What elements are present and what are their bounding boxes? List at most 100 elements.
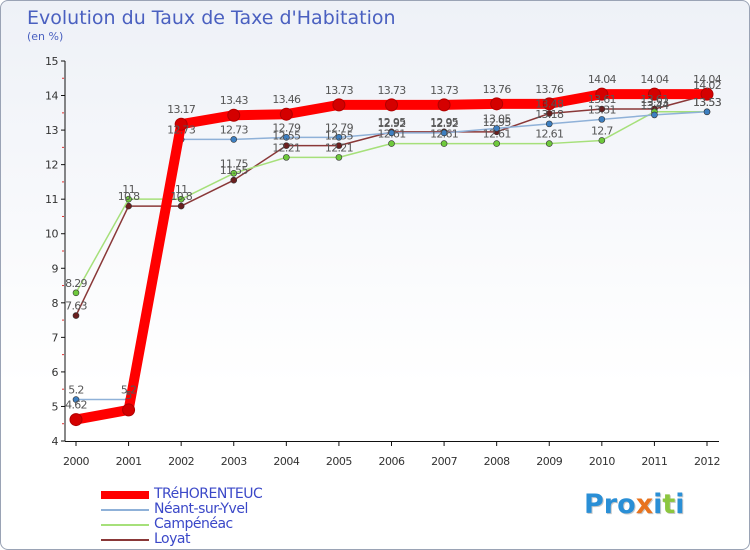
data-label-tr-horenteuc: 13.76 xyxy=(483,83,512,96)
data-point-tr-horenteuc xyxy=(542,97,556,111)
data-label-n-ant-sur-yvel: 13.05 xyxy=(483,112,512,125)
data-point-loyat xyxy=(125,202,132,210)
data-point-tr-horenteuc xyxy=(122,403,136,417)
proxiti-logo: Proxiti xyxy=(584,489,685,520)
data-point-camp-n-ac xyxy=(388,140,395,147)
y-tick-label: 10 xyxy=(45,228,58,241)
chart-title: Evolution du Taux de Taxe d'Habitation xyxy=(27,7,396,29)
data-point-loyat xyxy=(545,110,553,117)
data-point-camp-n-ac xyxy=(283,154,290,161)
legend-swatch-neant-sur-yvel xyxy=(101,508,149,511)
data-point-loyat xyxy=(335,142,343,149)
y-tick-label: 14 xyxy=(45,90,58,103)
data-label-camp-n-ac: 12.7 xyxy=(591,124,613,137)
data-point-camp-n-ac xyxy=(493,140,500,147)
logo-letter: i xyxy=(675,489,685,520)
x-tick-label: 2000 xyxy=(63,455,89,468)
x-tick-label: 2011 xyxy=(641,455,667,468)
data-label-loyat: 14.02 xyxy=(693,79,721,92)
data-label-n-ant-sur-yvel: 12.73 xyxy=(220,123,249,136)
data-labels: 4.62 5 13.17 13.43 13.46 13.73 13.73 13.73 13.76… xyxy=(65,73,722,411)
x-tick-label: 2007 xyxy=(431,455,457,468)
data-point-n-ant-sur-yvel xyxy=(440,129,448,137)
data-point-n-ant-sur-yvel xyxy=(283,134,290,141)
data-label-loyat: 10.8 xyxy=(118,190,140,203)
x-tick-label: 2005 xyxy=(326,455,352,468)
data-point-tr-horenteuc xyxy=(647,87,661,101)
data-point-loyat xyxy=(598,105,606,113)
data-label-tr-horenteuc: 13.76 xyxy=(535,83,564,96)
data-label-n-ant-sur-yvel: 12.73 xyxy=(167,123,196,136)
data-point-n-ant-sur-yvel xyxy=(703,108,711,116)
logo-letter: P xyxy=(584,489,604,520)
data-label-n-ant-sur-yvel: 12.92 xyxy=(430,117,458,130)
legend: TRéHORENTEUC Néant-sur-Yvel Campénéac Lo… xyxy=(101,486,361,547)
data-label-loyat: 13.61 xyxy=(588,93,616,106)
x-tick-label: 2012 xyxy=(694,455,720,468)
y-tick-label: 12 xyxy=(45,159,58,172)
y-tick-label: 4 xyxy=(52,435,59,448)
data-label-tr-horenteuc: 5 xyxy=(125,389,132,402)
data-point-camp-n-ac xyxy=(598,137,606,144)
data-label-camp-n-ac: 12.21 xyxy=(272,141,300,154)
data-point-camp-n-ac xyxy=(72,289,80,297)
y-tick-label: 6 xyxy=(52,366,59,379)
legend-swatch-trehorenteuc xyxy=(101,490,149,499)
data-label-camp-n-ac: 12.61 xyxy=(535,128,563,141)
legend-item-neant-sur-yvel[interactable]: Néant-sur-Yvel xyxy=(101,501,361,517)
x-tick-label: 2003 xyxy=(221,455,247,468)
data-label-n-ant-sur-yvel: 13.53 xyxy=(693,96,722,109)
legend-item-trehorenteuc[interactable]: TRéHORENTEUC xyxy=(101,486,361,502)
data-point-camp-n-ac xyxy=(545,140,553,147)
data-label-n-ant-sur-yvel: 12.79 xyxy=(325,121,354,134)
data-point-loyat xyxy=(72,312,80,319)
data-point-loyat xyxy=(230,176,238,184)
data-label-loyat: 12.55 xyxy=(272,130,301,143)
y-tick-label: 11 xyxy=(45,193,58,206)
x-tick-label: 2004 xyxy=(273,455,299,468)
data-label-tr-horenteuc: 4.62 xyxy=(65,399,87,412)
data-point-n-ant-sur-yvel xyxy=(493,125,500,132)
axes: 4 5 6 7 8 9 10 11 12 13 14 15 2000 2001 2002 2003 2004 20… xyxy=(45,55,721,468)
legend-swatch-campeneac xyxy=(101,523,149,526)
data-label-n-ant-sur-yvel: 12.79 xyxy=(272,121,301,134)
legend-label-loyat: Loyat xyxy=(154,531,190,547)
data-point-camp-n-ac xyxy=(440,140,448,147)
legend-label-trehorenteuc: TRéHORENTEUC xyxy=(154,486,263,502)
data-label-n-ant-sur-yvel: 5.2 xyxy=(121,384,136,397)
data-label-loyat: 10.8 xyxy=(170,190,192,203)
data-label-camp-n-ac: 13.53 xyxy=(640,96,669,109)
data-label-tr-horenteuc: 14.04 xyxy=(588,73,617,86)
data-label-tr-horenteuc: 13.73 xyxy=(430,84,459,97)
data-label-loyat: 12.95 xyxy=(378,116,407,129)
data-point-n-ant-sur-yvel xyxy=(230,136,238,143)
data-point-tr-horenteuc xyxy=(279,107,293,121)
x-tick-label: 2001 xyxy=(116,455,142,468)
x-tick-label: 2009 xyxy=(536,455,562,468)
data-label-tr-horenteuc: 13.46 xyxy=(272,93,301,106)
series-lines xyxy=(69,87,714,427)
data-point-loyat xyxy=(177,202,185,210)
legend-item-campeneac[interactable]: Campénéac xyxy=(101,516,361,532)
data-label-camp-n-ac: 12.21 xyxy=(325,141,353,154)
data-point-n-ant-sur-yvel xyxy=(598,116,606,123)
data-label-camp-n-ac: 12.61 xyxy=(483,128,511,141)
data-label-tr-horenteuc: 13.73 xyxy=(325,84,354,97)
data-label-camp-n-ac: 8.29 xyxy=(65,277,87,290)
data-point-camp-n-ac xyxy=(230,169,238,177)
data-point-tr-horenteuc xyxy=(227,108,241,122)
data-label-loyat: 13.61 xyxy=(640,93,668,106)
data-point-tr-horenteuc xyxy=(385,98,398,112)
legend-item-loyat[interactable]: Loyat xyxy=(101,531,361,547)
data-label-tr-horenteuc: 13.43 xyxy=(220,94,249,107)
y-tick-label: 13 xyxy=(45,124,58,137)
data-label-tr-horenteuc: 13.17 xyxy=(167,103,196,116)
data-point-camp-n-ac xyxy=(335,154,343,161)
data-point-camp-n-ac xyxy=(125,195,132,203)
data-point-camp-n-ac xyxy=(177,195,185,203)
legend-label-campeneac: Campénéac xyxy=(154,516,233,532)
data-label-camp-n-ac: 11 xyxy=(175,183,188,196)
data-label-n-ant-sur-yvel: 13.31 xyxy=(588,103,616,116)
data-label-n-ant-sur-yvel: 12.92 xyxy=(378,117,406,130)
